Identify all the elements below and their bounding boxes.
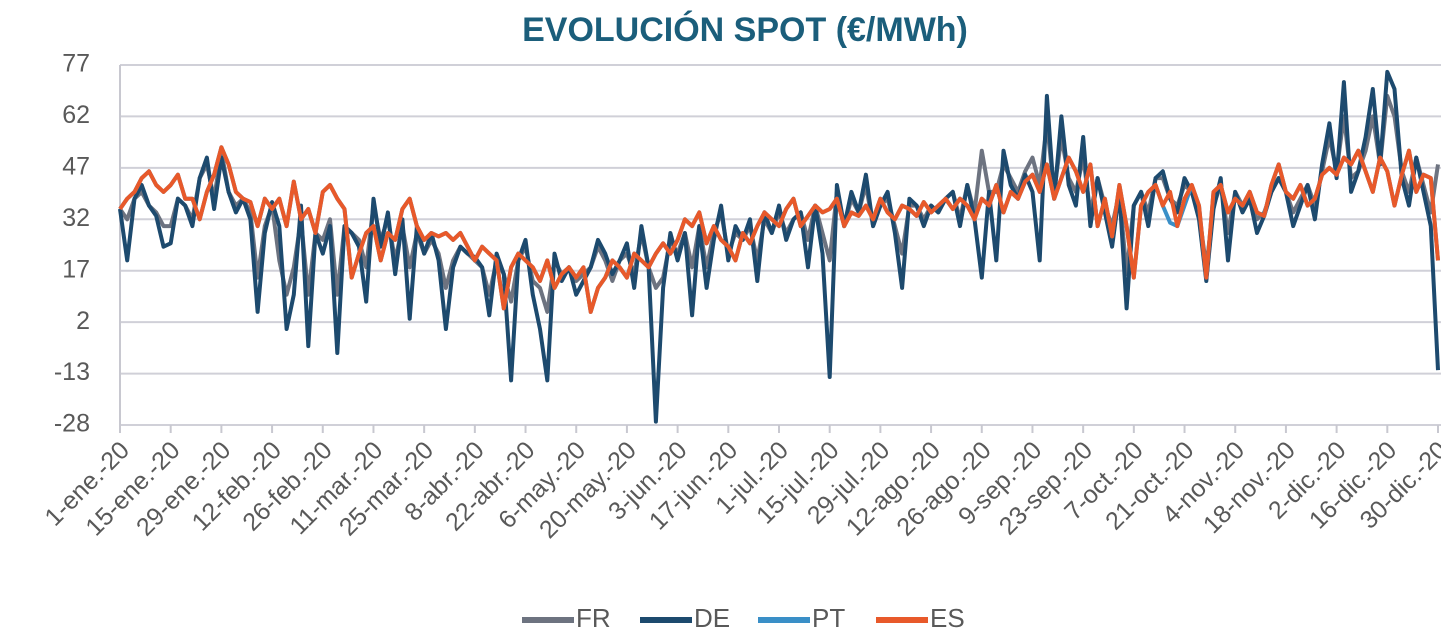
line-series (118, 145, 1440, 314)
legend-label: PT (812, 603, 845, 633)
legend-label: DE (694, 603, 730, 633)
y-tick-label: 32 (62, 204, 90, 232)
y-tick-label: 2 (76, 307, 90, 335)
legend-label: FR (576, 603, 611, 633)
chart-title: EVOLUCIÓN SPOT (€/MWh) (522, 11, 968, 49)
y-tick-label: -13 (54, 358, 90, 386)
legend-label: ES (930, 603, 965, 633)
y-tick-label: 77 (62, 50, 90, 78)
line-series (118, 69, 1440, 424)
y-tick-label: -28 (54, 410, 90, 438)
y-tick-label: 47 (62, 152, 90, 180)
y-tick-label: 62 (62, 101, 90, 129)
y-tick-label: 17 (62, 255, 90, 283)
